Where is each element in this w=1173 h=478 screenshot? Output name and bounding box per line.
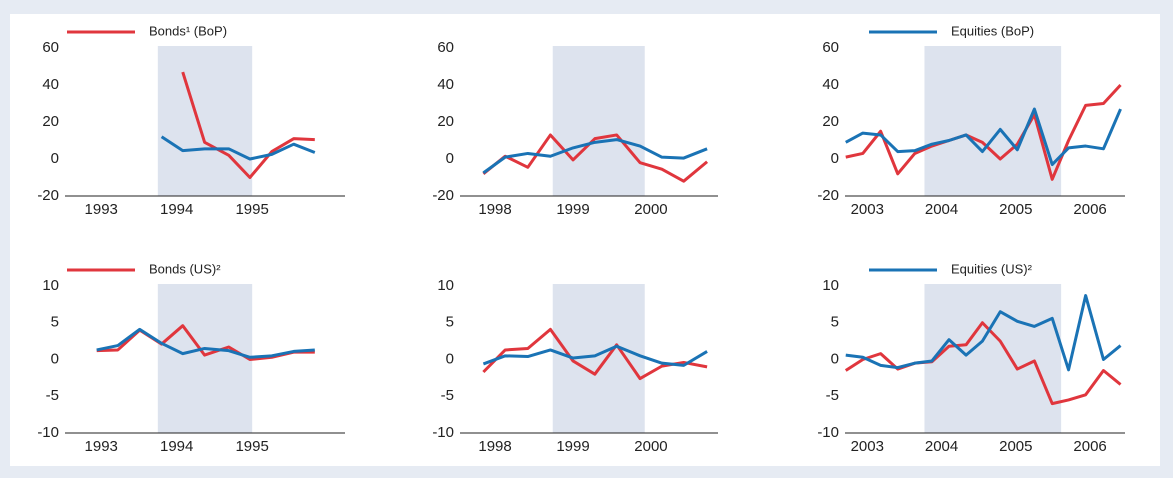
- shaded-period: [552, 284, 645, 433]
- data-line: [96, 327, 315, 359]
- shaded-period: [157, 284, 253, 433]
- data-line: [844, 321, 1122, 406]
- y-tick-label: 10: [42, 277, 59, 294]
- data-line: [482, 133, 709, 183]
- y-tick-label: 60: [42, 39, 59, 56]
- y-tick-label: 0: [446, 150, 454, 167]
- y-tick-label: -5: [441, 387, 454, 404]
- data-line: [181, 71, 315, 179]
- shaded-period: [924, 46, 1062, 196]
- y-tick-label: 0: [831, 150, 839, 167]
- y-tick-label: -5: [46, 387, 59, 404]
- legend-label: Equities (BoP): [951, 23, 1034, 38]
- y-tick-label: -10: [432, 424, 454, 441]
- data-line: [845, 294, 1122, 372]
- x-tick-label: 2000: [634, 438, 667, 455]
- legend-label: Equities (US)²: [951, 261, 1033, 276]
- x-tick-label: 1993: [85, 438, 118, 455]
- y-tick-label: 20: [437, 113, 454, 130]
- x-tick-label: 1998: [478, 438, 511, 455]
- x-tick-label: 1994: [160, 438, 193, 455]
- y-tick-label: 0: [51, 350, 59, 367]
- y-tick-label: 20: [822, 113, 839, 130]
- shaded-period: [924, 284, 1062, 433]
- y-tick-label: 0: [446, 350, 454, 367]
- data-line: [482, 138, 708, 175]
- x-tick-label: 1999: [556, 438, 589, 455]
- x-tick-label: 2004: [925, 438, 958, 455]
- x-tick-label: 2003: [851, 201, 884, 218]
- x-tick-label: 1995: [235, 438, 268, 455]
- y-tick-label: -10: [817, 424, 839, 441]
- x-tick-label: 1999: [556, 201, 589, 218]
- y-tick-label: -5: [826, 387, 839, 404]
- y-tick-label: 5: [446, 314, 454, 331]
- y-tick-label: 60: [822, 39, 839, 56]
- y-tick-label: 10: [822, 277, 839, 294]
- x-tick-label: 1998: [478, 201, 511, 218]
- y-tick-label: 0: [51, 150, 59, 167]
- data-line: [845, 83, 1122, 181]
- legend-label: Bonds (US)²: [149, 261, 221, 276]
- y-tick-label: 40: [822, 76, 839, 93]
- y-tick-label: 10: [437, 277, 454, 294]
- y-tick-label: 5: [51, 314, 59, 331]
- y-tick-label: -20: [37, 187, 59, 204]
- data-line: [482, 344, 708, 367]
- x-tick-label: 2003: [851, 438, 884, 455]
- x-tick-label: 2004: [925, 201, 958, 218]
- data-line: [160, 135, 316, 161]
- shaded-period: [157, 46, 253, 196]
- y-tick-label: -20: [817, 187, 839, 204]
- x-tick-label: 1994: [160, 201, 193, 218]
- shaded-period: [552, 46, 645, 196]
- y-tick-label: 40: [42, 76, 59, 93]
- y-tick-label: 5: [831, 314, 839, 331]
- x-tick-label: 2006: [1073, 438, 1106, 455]
- x-tick-label: 2005: [999, 438, 1032, 455]
- y-tick-label: 0: [831, 350, 839, 367]
- y-tick-label: 60: [437, 39, 454, 56]
- y-tick-label: 40: [437, 76, 454, 93]
- y-tick-label: -10: [37, 424, 59, 441]
- x-tick-label: 1993: [85, 201, 118, 218]
- x-tick-label: 2006: [1073, 201, 1106, 218]
- x-tick-label: 2000: [634, 201, 667, 218]
- y-tick-label: -20: [432, 187, 454, 204]
- x-tick-label: 1995: [235, 201, 268, 218]
- x-tick-label: 2005: [999, 201, 1032, 218]
- y-tick-label: 20: [42, 113, 59, 130]
- legend-label: Bonds¹ (BoP): [149, 23, 227, 38]
- data-line: [845, 107, 1122, 167]
